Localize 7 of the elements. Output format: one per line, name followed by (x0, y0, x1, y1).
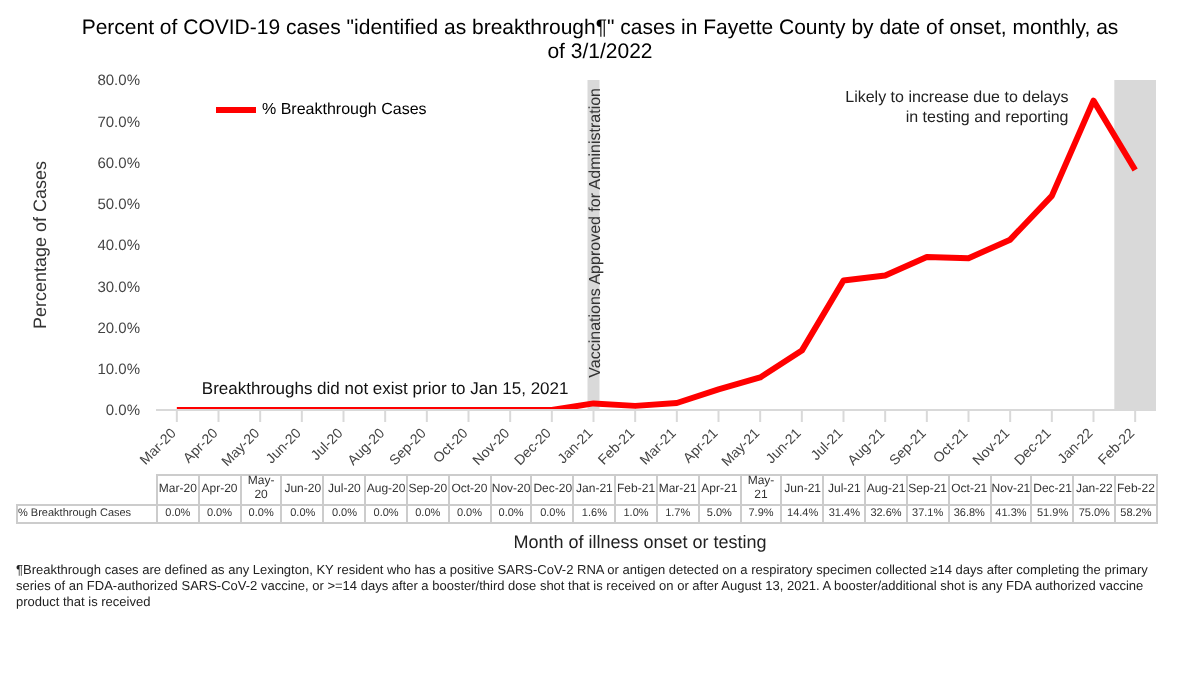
annotation: Breakthroughs did not exist prior to Jan 15, 2021 (201, 377, 570, 398)
y-axis-title: Percentage of Cases (30, 159, 51, 330)
ref-line-label: Vaccinations Approved for Administration (585, 88, 604, 378)
band-label: Likely to increase due to delays in testing and reporting (843, 88, 1069, 128)
x-axis-title: Month of illness onset or testing (511, 532, 769, 552)
chart-title: Percent of COVID-19 cases "identified as breakthrough¶" cases in Fayette County by date of onset, monthly, as of 3/1/2022 (79, 16, 1121, 64)
legend-label: % Breakthrough Cases (262, 100, 427, 118)
